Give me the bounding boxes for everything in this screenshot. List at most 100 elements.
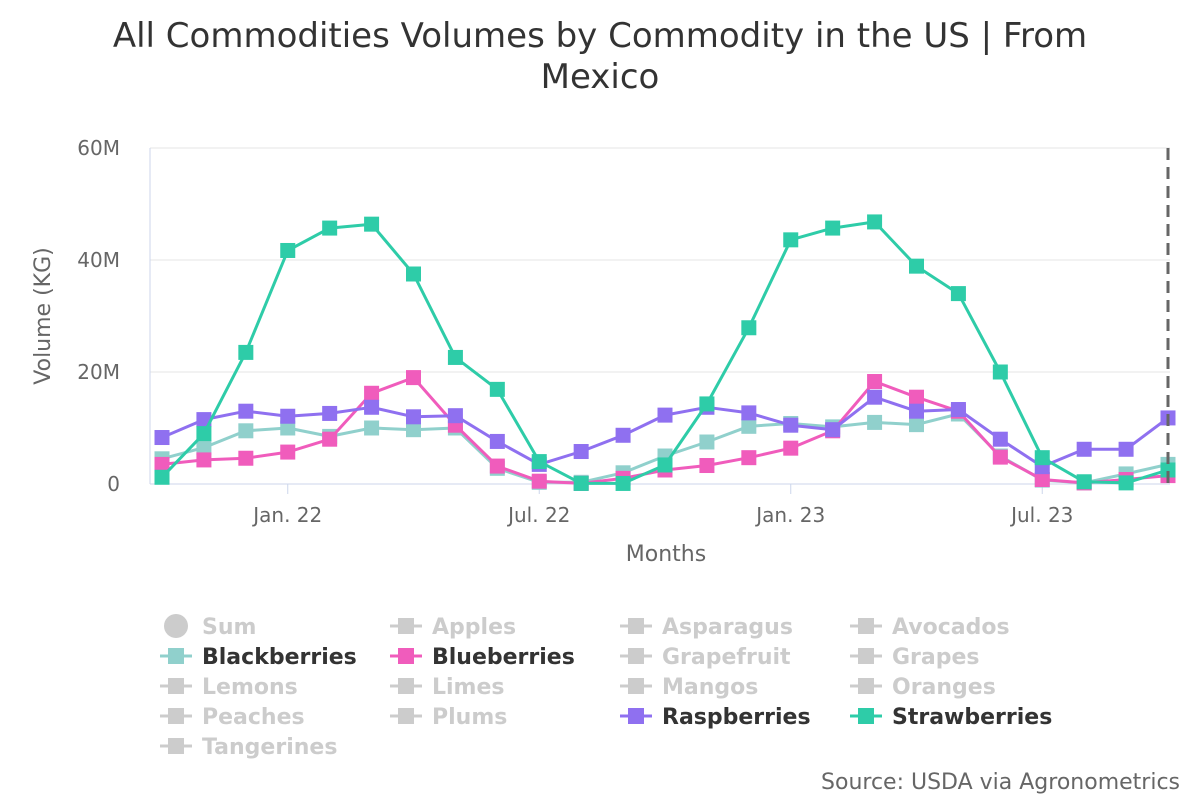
legend-label: Tangerines (202, 735, 337, 760)
data-point-raspberries[interactable] (322, 405, 338, 421)
data-point-strawberries[interactable] (1118, 475, 1134, 491)
legend-item-apples[interactable]: Apples (390, 615, 516, 640)
data-point-blueberries[interactable] (909, 389, 924, 405)
data-point-blueberries[interactable] (196, 452, 212, 468)
data-point-blueberries[interactable] (280, 444, 296, 460)
data-point-blueberries[interactable] (1034, 472, 1050, 488)
data-point-raspberries[interactable] (573, 444, 589, 460)
data-point-raspberries[interactable] (741, 405, 757, 421)
data-point-blueberries[interactable] (489, 458, 505, 474)
data-point-blackberries[interactable] (699, 434, 715, 450)
y-tick-label: 0 (107, 472, 120, 496)
data-point-raspberries[interactable] (825, 422, 841, 438)
data-point-blackberries[interactable] (196, 440, 212, 456)
legend-item-tangerines[interactable]: Tangerines (160, 735, 337, 760)
data-point-raspberries[interactable] (1076, 441, 1092, 457)
data-point-blackberries[interactable] (406, 422, 421, 438)
legend-item-sum[interactable]: Sum (164, 614, 256, 640)
data-point-raspberries[interactable] (783, 417, 799, 433)
data-point-blueberries[interactable] (322, 431, 338, 447)
data-point-raspberries[interactable] (447, 408, 463, 424)
data-point-strawberries[interactable] (531, 454, 547, 470)
x-tick-label: Jul. 23 (1009, 503, 1073, 527)
data-point-strawberries[interactable] (741, 320, 757, 336)
legend-item-plums[interactable]: Plums (390, 705, 507, 730)
legend-label: Asparagus (662, 615, 793, 640)
data-point-raspberries[interactable] (154, 430, 170, 446)
data-point-raspberries[interactable] (992, 431, 1008, 447)
data-point-blueberries[interactable] (238, 450, 254, 466)
data-point-blueberries[interactable] (741, 450, 757, 466)
legend-marker-icon (628, 678, 644, 694)
legend-item-raspberries[interactable]: Raspberries (620, 705, 811, 730)
data-point-strawberries[interactable] (196, 426, 212, 442)
legend-item-limes[interactable]: Limes (390, 675, 505, 700)
data-point-blackberries[interactable] (741, 418, 757, 434)
data-point-strawberries[interactable] (447, 349, 463, 365)
data-point-blueberries[interactable] (783, 440, 799, 456)
data-point-raspberries[interactable] (1118, 441, 1134, 457)
data-point-strawberries[interactable] (1034, 450, 1050, 466)
legend-label: Avocados (892, 615, 1010, 640)
legend-item-mangos[interactable]: Mangos (620, 675, 758, 700)
data-point-raspberries[interactable] (489, 433, 505, 449)
legend-label: Raspberries (662, 705, 811, 730)
data-point-raspberries[interactable] (909, 403, 924, 419)
series-raspberries[interactable] (154, 389, 1176, 475)
legend-label: Lemons (202, 675, 298, 700)
data-point-strawberries[interactable] (322, 220, 338, 236)
data-point-raspberries[interactable] (657, 407, 673, 423)
legend-item-grapes[interactable]: Grapes (850, 645, 980, 670)
legend-item-strawberries[interactable]: Strawberries (850, 705, 1052, 730)
data-point-blueberries[interactable] (406, 370, 421, 386)
legend-item-grapefruit[interactable]: Grapefruit (620, 645, 791, 670)
data-point-blueberries[interactable] (867, 374, 883, 390)
legend-item-lemons[interactable]: Lemons (160, 675, 298, 700)
data-point-raspberries[interactable] (238, 403, 254, 419)
data-point-blueberries[interactable] (364, 385, 380, 401)
legend-marker-icon (398, 678, 414, 694)
data-point-raspberries[interactable] (406, 409, 421, 425)
data-point-raspberries[interactable] (364, 399, 380, 415)
legend-item-blackberries[interactable]: Blackberries (160, 645, 357, 670)
data-point-raspberries[interactable] (867, 389, 883, 405)
data-point-raspberries[interactable] (950, 402, 966, 418)
data-point-strawberries[interactable] (364, 216, 380, 232)
data-point-strawberries[interactable] (783, 232, 799, 248)
data-point-strawberries[interactable] (825, 220, 841, 236)
data-point-blackberries[interactable] (238, 423, 254, 439)
data-point-strawberries[interactable] (950, 286, 966, 302)
data-point-raspberries[interactable] (615, 427, 631, 443)
data-point-raspberries[interactable] (280, 408, 296, 424)
y-axis: 0 20M 40M 60M (77, 136, 151, 496)
legend-label: Plums (432, 705, 507, 730)
data-point-strawberries[interactable] (992, 364, 1008, 380)
data-point-strawberries[interactable] (615, 475, 631, 491)
legend-item-oranges[interactable]: Oranges (850, 675, 996, 700)
data-point-strawberries[interactable] (489, 381, 505, 397)
data-point-blueberries[interactable] (699, 458, 715, 474)
data-point-blueberries[interactable] (154, 456, 170, 472)
data-point-blackberries[interactable] (280, 420, 296, 436)
data-point-strawberries[interactable] (699, 396, 715, 412)
data-point-strawberries[interactable] (1160, 462, 1176, 478)
data-point-strawberries[interactable] (154, 469, 170, 485)
data-point-strawberries[interactable] (1076, 474, 1092, 490)
data-point-strawberries[interactable] (280, 242, 296, 258)
legend-item-peaches[interactable]: Peaches (160, 705, 305, 730)
data-point-blackberries[interactable] (867, 414, 883, 430)
series-strawberries[interactable] (154, 214, 1176, 491)
data-point-blueberries[interactable] (992, 449, 1008, 465)
data-point-blueberries[interactable] (531, 473, 547, 489)
data-point-blackberries[interactable] (909, 417, 924, 433)
legend-item-asparagus[interactable]: Asparagus (620, 615, 793, 640)
data-point-strawberries[interactable] (657, 457, 673, 473)
data-point-blackberries[interactable] (364, 420, 380, 436)
legend-item-blueberries[interactable]: Blueberries (390, 645, 575, 670)
data-point-strawberries[interactable] (238, 344, 254, 360)
data-point-strawberries[interactable] (573, 475, 589, 491)
data-point-strawberries[interactable] (909, 258, 924, 274)
legend-item-avocados[interactable]: Avocados (850, 615, 1010, 640)
data-point-strawberries[interactable] (406, 266, 421, 282)
data-point-strawberries[interactable] (867, 214, 883, 230)
